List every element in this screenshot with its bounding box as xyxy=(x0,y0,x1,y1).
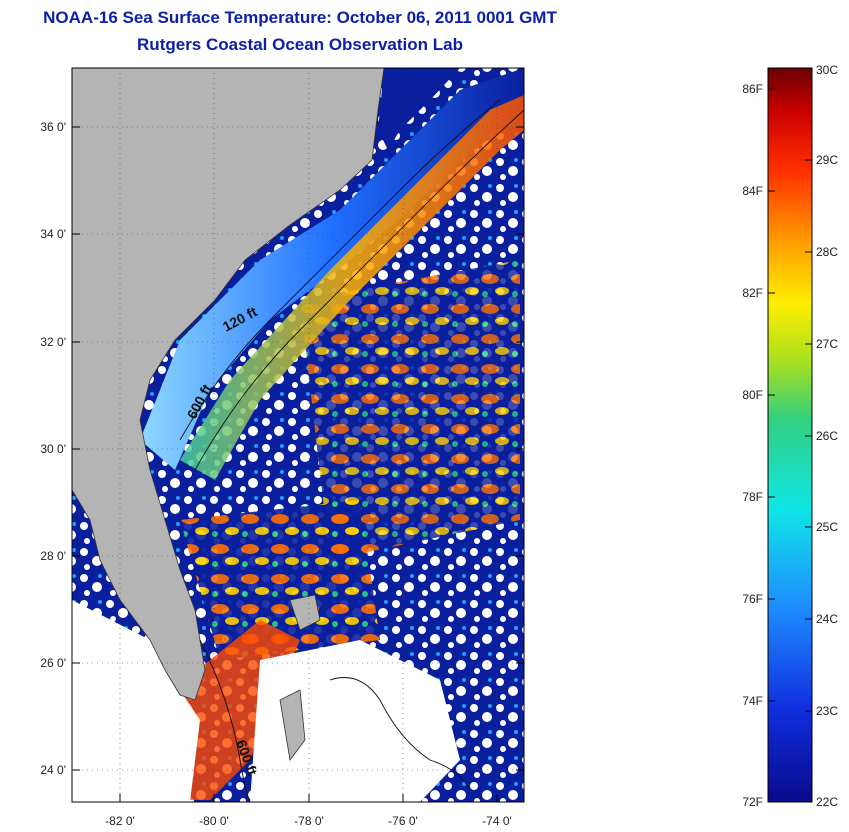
island-bahamas-1 xyxy=(289,594,321,631)
map-area xyxy=(72,68,524,802)
lon-label-74: -74 0' xyxy=(482,814,512,828)
contour-bahamas xyxy=(329,677,471,791)
pamlico-sound xyxy=(378,68,460,150)
colorbar-label-24c: 24C xyxy=(816,612,838,626)
colorbar-label-86f: 86F xyxy=(742,82,763,96)
colorbar-label-80f: 80F xyxy=(742,388,763,402)
lon-label-80: -80 0' xyxy=(199,814,229,828)
colorbar-label-26c: 26C xyxy=(816,429,838,443)
isobath-120ft xyxy=(179,99,501,441)
lon-label-78: -78 0' xyxy=(294,814,324,828)
map-title: NOAA-16 Sea Surface Temperature: October… xyxy=(43,8,557,27)
graticule xyxy=(72,68,524,802)
warm-water-patches-south xyxy=(180,500,380,660)
lon-label-82: -82 0' xyxy=(105,814,135,828)
map-frame xyxy=(71,67,525,803)
lat-label-30: 30 0' xyxy=(40,442,66,456)
colorbar-label-84f: 84F xyxy=(742,184,763,198)
map-subtitle: Rutgers Coastal Ocean Observation Lab xyxy=(137,35,463,54)
colorbar-label-76f: 76F xyxy=(742,592,763,606)
colorbar-label-23c: 23C xyxy=(816,704,838,718)
colorbar-label-74f: 74F xyxy=(742,694,763,708)
land-southeast-us xyxy=(72,68,385,701)
colorbar-ticks xyxy=(768,88,812,712)
sst-colorbar xyxy=(767,67,813,803)
warm-water-patches xyxy=(300,260,520,560)
island-bahamas-2 xyxy=(279,689,306,761)
isobath-600ft-straits xyxy=(199,639,251,802)
lat-label-24: 24 0' xyxy=(40,763,66,777)
colorbar-label-22c: 22C xyxy=(816,795,838,809)
lat-label-28: 28 0' xyxy=(40,549,66,563)
lon-label-76: -76 0' xyxy=(388,814,418,828)
colorbar-label-28c: 28C xyxy=(816,245,838,259)
colorbar-label-29c: 29C xyxy=(816,153,838,167)
lat-label-34: 34 0' xyxy=(40,227,66,241)
no-data-gulf xyxy=(72,600,200,802)
colorbar-label-30c: 30C xyxy=(816,63,838,77)
lat-label-32: 32 0' xyxy=(40,335,66,349)
colorbar-label-72f: 72F xyxy=(742,795,763,809)
colorbar-label-78f: 78F xyxy=(742,490,763,504)
lat-label-36: 36 0' xyxy=(40,120,66,134)
colorbar-label-27c: 27C xyxy=(816,337,838,351)
colorbar-label-82f: 82F xyxy=(742,286,763,300)
isobath-600ft xyxy=(194,109,524,471)
map-tick-marks xyxy=(72,126,524,802)
colorbar-label-25c: 25C xyxy=(816,520,838,534)
lat-label-26: 26 0' xyxy=(40,656,66,670)
gulf-stream xyxy=(180,95,524,480)
no-data-bahamas xyxy=(250,640,460,802)
